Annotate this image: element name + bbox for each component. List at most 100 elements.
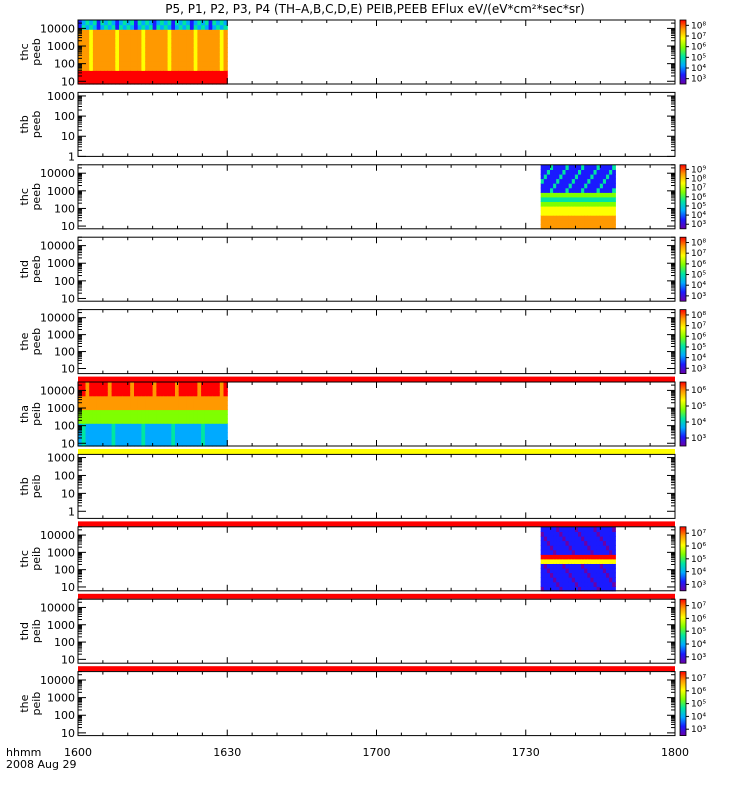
spectrogram-cell xyxy=(152,70,157,76)
spectrogram-cell xyxy=(167,52,172,58)
spectrogram-cell xyxy=(156,24,161,30)
spectrogram-cell xyxy=(115,391,120,397)
spectrogram-cell xyxy=(89,391,94,397)
spectrogram-cell xyxy=(562,183,567,189)
y-tick-label: 10000 xyxy=(40,384,75,397)
spectrogram-cell xyxy=(562,526,567,532)
status-band xyxy=(78,521,675,527)
spectrogram-cell xyxy=(156,395,161,401)
spectrogram-cell xyxy=(152,42,157,49)
spectrogram-cell xyxy=(216,427,221,433)
spectrogram-cell xyxy=(609,577,613,583)
spectrogram-cell xyxy=(152,52,157,58)
spectrogram-cell xyxy=(186,29,191,35)
spectrogram-cell xyxy=(104,61,109,67)
spectrogram-cell xyxy=(152,56,157,62)
spectrogram-cell xyxy=(163,79,169,85)
spectrogram-cell xyxy=(119,382,124,388)
spectrogram-cell xyxy=(156,47,161,53)
spectrogram-cell xyxy=(197,418,202,424)
spectrogram-cell xyxy=(130,400,135,406)
spectrogram-cell xyxy=(81,79,86,85)
spectrogram-cell xyxy=(167,409,172,415)
spectrogram-cell xyxy=(609,169,613,175)
spectrogram-cell xyxy=(559,224,563,230)
spectrogram-cell xyxy=(130,74,135,81)
spectrogram-cell xyxy=(204,52,210,58)
spectrogram-cell xyxy=(178,414,183,420)
spectrogram-cell xyxy=(175,404,180,411)
spectrogram-cell xyxy=(163,42,169,49)
spectrogram-cell xyxy=(193,395,198,401)
spectrogram-cell xyxy=(556,173,560,180)
spectrogram-cell xyxy=(148,65,154,71)
spectrogram-cell xyxy=(141,400,146,406)
spectrogram-cell xyxy=(100,391,105,397)
spectrogram-cell xyxy=(78,386,83,392)
spectrogram-cell xyxy=(201,409,206,415)
spectrogram-cell xyxy=(559,196,563,202)
spectrogram-cell xyxy=(556,567,560,574)
spectrogram-cell xyxy=(134,382,139,388)
spectrogram-cell xyxy=(100,432,105,438)
spectrogram-cell xyxy=(167,79,172,85)
spectrogram-cell xyxy=(78,414,83,420)
spectrogram-cell xyxy=(145,79,150,85)
spectrogram-cell xyxy=(543,554,548,560)
spectrogram-cell xyxy=(156,409,161,415)
spectrogram-cell xyxy=(160,33,165,39)
spectrogram-cell xyxy=(593,187,598,193)
spectrogram-cell xyxy=(81,52,86,58)
spectrogram-cell xyxy=(602,586,607,592)
spectrogram-cell xyxy=(599,526,604,532)
spectrogram-cell xyxy=(602,164,607,170)
spectrogram-cell xyxy=(208,33,213,39)
spectrogram-cell xyxy=(145,427,150,433)
spectrogram-cell xyxy=(100,42,105,49)
spectrogram-cell xyxy=(553,572,557,578)
spectrogram-cell xyxy=(201,65,206,71)
colorbar xyxy=(679,671,687,736)
spectrogram-cell xyxy=(104,418,109,424)
spectrogram-cell xyxy=(167,418,172,424)
spectrogram-cell xyxy=(593,224,598,230)
spectrogram-cell xyxy=(587,169,591,175)
spectrogram-cell xyxy=(578,567,582,574)
spectrogram-cell xyxy=(216,33,221,39)
spectrogram-cell xyxy=(562,535,567,542)
spectrogram-cell xyxy=(540,535,545,542)
spectrogram-cell xyxy=(167,65,172,71)
spectrogram-cell xyxy=(565,586,570,592)
spectrogram-cell xyxy=(581,558,585,564)
spectrogram-cell xyxy=(85,400,90,406)
spectrogram-cell xyxy=(189,70,195,76)
spectrogram-cell xyxy=(96,386,101,392)
spectrogram-cell xyxy=(178,20,183,26)
spectrogram-cell xyxy=(141,391,146,397)
spectrogram-cell xyxy=(602,187,607,193)
spectrogram-cell xyxy=(96,61,101,67)
spectrogram-cell xyxy=(593,572,598,578)
spectrogram-cell xyxy=(571,567,576,574)
spectrogram-cell xyxy=(578,178,582,184)
spectrogram-cell xyxy=(122,441,128,447)
spectrogram-cell xyxy=(89,42,94,49)
spectrogram-cell xyxy=(201,29,206,35)
spectrogram-cell xyxy=(78,418,83,424)
spectrogram-cell xyxy=(590,205,595,212)
spectrogram-cell xyxy=(89,395,94,401)
spectrogram-cell xyxy=(167,400,172,406)
spectrogram-cell xyxy=(208,47,213,53)
spectrogram-cell xyxy=(148,33,154,39)
spectrogram-cell xyxy=(208,38,213,44)
spectrogram-cell xyxy=(96,436,101,443)
spectrogram-cell xyxy=(556,205,560,212)
spectrogram-cell xyxy=(189,400,195,406)
spectrogram-cell xyxy=(550,205,554,212)
spectrogram-cell xyxy=(553,164,557,170)
spectrogram-cell xyxy=(111,423,116,429)
spectrogram-cell xyxy=(85,38,90,44)
colorbar-label: 10⁵ xyxy=(691,627,706,637)
spectrogram-cell xyxy=(543,586,548,592)
spectrogram-cell xyxy=(612,549,616,555)
